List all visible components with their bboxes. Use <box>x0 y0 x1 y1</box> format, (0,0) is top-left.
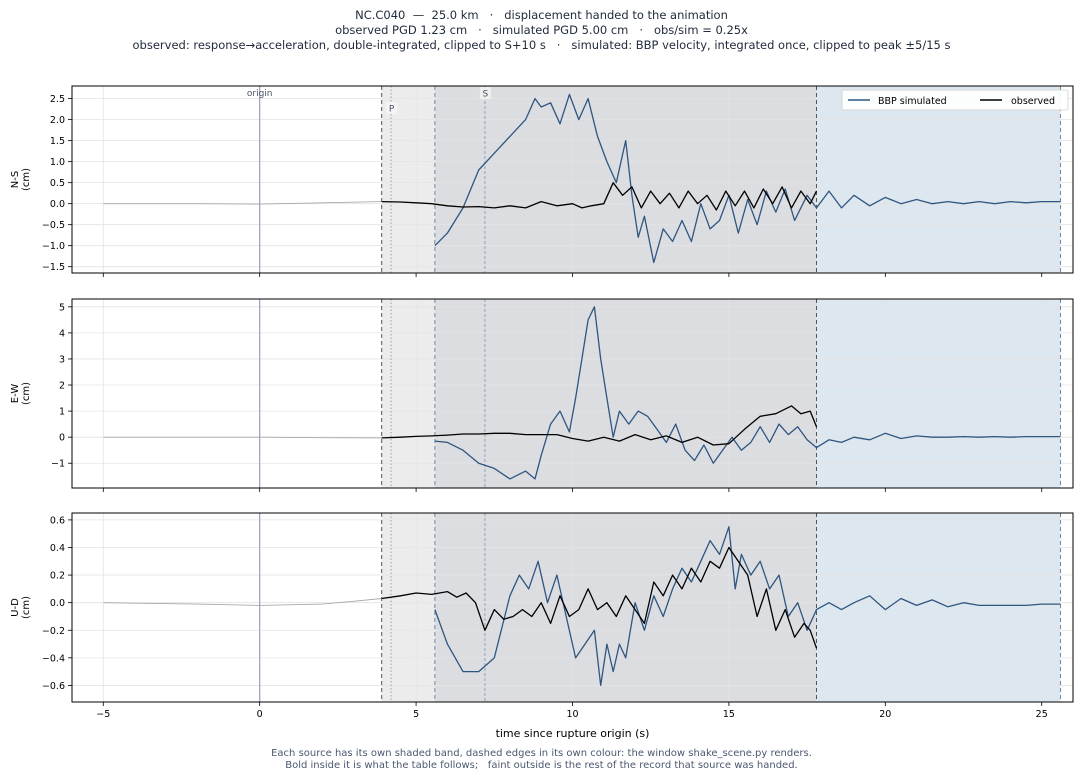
observed-window-band <box>381 513 435 702</box>
y-tick-label: 1.5 <box>50 136 65 147</box>
y-tick-label: 0.2 <box>50 571 65 582</box>
y-tick-label: 1.0 <box>50 157 65 168</box>
simulated-window-band <box>816 86 1061 273</box>
y-tick-label: 0.4 <box>50 543 65 554</box>
s-arrival-label: S <box>483 90 489 100</box>
y-tick-label: −0.2 <box>42 626 65 637</box>
y-tick-label: 2.0 <box>50 115 65 126</box>
chart-subtitle-pgd: observed PGD 1.23 cm · simulated PGD 5.0… <box>335 23 748 37</box>
y-tick-label: −1.5 <box>42 262 65 273</box>
y-axis-label: (cm) <box>21 168 32 191</box>
simulated-window-band <box>816 299 1061 488</box>
p-label-box <box>386 102 398 114</box>
y-axis-label: N-S <box>10 171 21 188</box>
panel-2 <box>68 512 1074 706</box>
y-tick-label: 2.5 <box>50 94 65 105</box>
x-tick-label: 20 <box>879 709 891 720</box>
y-tick-label: −0.4 <box>42 653 65 664</box>
x-tick-label: 5 <box>413 709 419 720</box>
y-tick-label: −1 <box>51 459 65 470</box>
panel-0 <box>68 85 1074 277</box>
y-tick-label: 2 <box>59 381 65 392</box>
p-arrival-label: P <box>389 105 395 115</box>
legend-box <box>841 89 1069 111</box>
y-tick-label: −0.5 <box>42 220 65 231</box>
overlap-window-band <box>434 86 817 273</box>
y-axis-label: (cm) <box>21 596 32 619</box>
y-tick-label: 4 <box>59 328 65 339</box>
origin-label: origin <box>247 89 273 99</box>
simulated-trace <box>434 93 1061 264</box>
y-tick-label: 0.0 <box>50 199 65 210</box>
x-tick-label: 10 <box>566 709 578 720</box>
y-tick-label: 5 <box>59 302 65 313</box>
x-tick-label: 15 <box>723 709 735 720</box>
observed-window-band <box>381 86 435 273</box>
legend-simulated-label: BBP simulated <box>878 96 947 107</box>
y-tick-label: 0 <box>59 433 65 444</box>
overlap-window-band <box>434 299 817 488</box>
observed-trace <box>381 546 818 649</box>
observed-window-band <box>381 299 435 488</box>
y-tick-label: 0.6 <box>50 515 65 526</box>
observed-faint-trace <box>103 436 382 439</box>
x-tick-label: 25 <box>1036 709 1048 720</box>
x-tick-label: 0 <box>257 709 263 720</box>
y-tick-label: 1 <box>59 407 65 418</box>
overlap-window-band <box>434 513 817 702</box>
y-axis-label: E-W <box>10 384 21 404</box>
y-tick-label: 3 <box>59 354 65 365</box>
simulated-trace <box>434 306 1061 480</box>
y-tick-label: 0.5 <box>50 178 65 189</box>
footer-note-1: Each source has its own shaded band, das… <box>271 748 812 759</box>
panel-1 <box>68 298 1074 492</box>
observed-faint-trace <box>103 201 382 205</box>
y-tick-label: 0.0 <box>50 598 65 609</box>
s-label-box <box>479 87 491 99</box>
simulated-trace <box>434 526 1061 687</box>
x-tick-label: −5 <box>96 709 110 720</box>
y-tick-label: −0.6 <box>42 681 65 692</box>
x-axis-label: time since rupture origin (s) <box>496 727 650 740</box>
y-tick-label: −1.0 <box>42 241 65 252</box>
chart-subtitle-processing: observed: response→acceleration, double-… <box>132 38 951 52</box>
chart-title: NC.C040 — 25.0 km · displacement handed … <box>355 8 728 22</box>
simulated-window-band <box>816 513 1061 702</box>
observed-faint-trace <box>103 598 382 606</box>
footer-note-2: Bold inside it is what the table follows… <box>285 760 798 771</box>
y-axis-label: (cm) <box>21 382 32 405</box>
observed-trace <box>381 182 818 211</box>
legend-observed-label: observed <box>1011 96 1055 107</box>
observed-trace <box>381 405 818 446</box>
y-axis-label: U-D <box>10 598 21 617</box>
